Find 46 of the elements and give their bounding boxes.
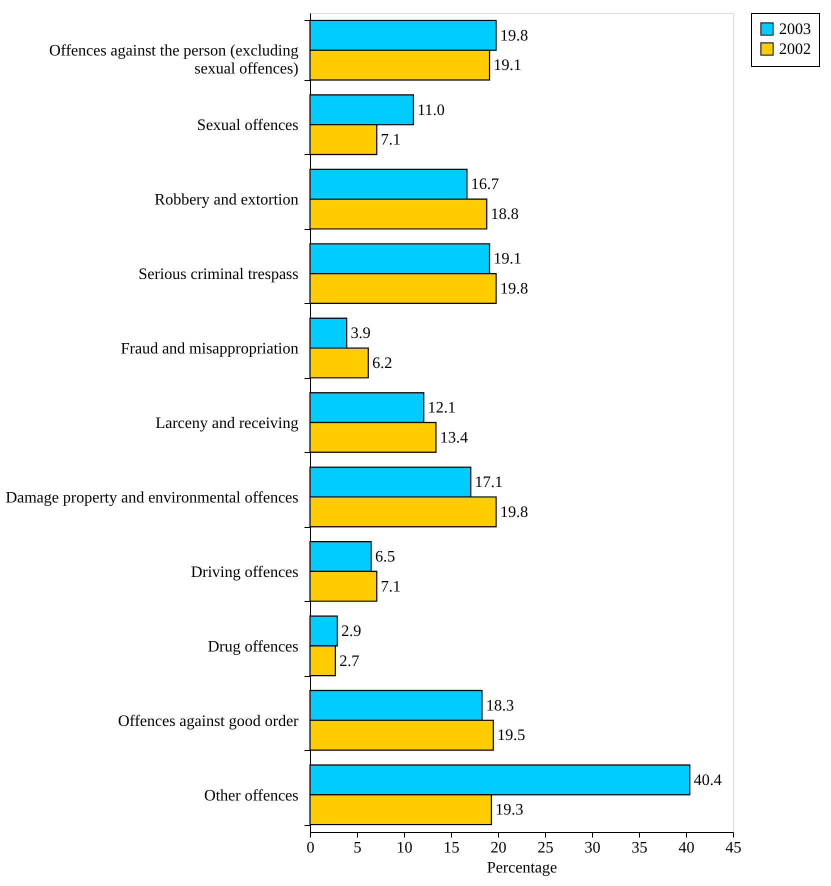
x-tick-label: 15 [444,840,460,856]
data-label: 2.7 [339,652,360,670]
y-tick-label: Sexual offences [197,117,298,134]
data-label: 18.3 [486,697,514,714]
x-tick-label: 30 [584,840,600,856]
data-label: 16.7 [470,176,499,194]
data-label: 13.4 [440,429,468,446]
y-tick-label: Other offences [204,787,298,804]
y-tick-label: Larceny and receiving [155,415,298,432]
y-tick-label: Drug offences [208,638,298,656]
data-label: 19.3 [495,802,524,819]
data-label: 18.8 [490,206,519,224]
data-label: 6.2 [372,354,392,372]
y-tick-label: Offences against the person (excluding sexual offences) [49,42,298,78]
x-tick-label: 10 [396,840,412,856]
data-label: 12.1 [428,400,456,417]
x-tick-label: 25 [538,840,554,856]
y-tick-label: Driving offences [190,564,298,581]
data-label: 3.9 [350,325,371,342]
x-tick-label: 35 [632,840,648,856]
data-label: 19.8 [500,27,528,44]
x-tick-label: 20 [490,840,506,856]
data-label: 17.1 [474,474,503,492]
y-tick-label: Fraud and misappropriation [120,340,298,358]
y-tick-label: Robbery and extortion [154,192,298,209]
data-label: 19.8 [500,504,528,521]
x-tick-label: 5 [354,840,362,856]
legend-label: 2003 [779,21,811,38]
y-tick-label: Offences against good order [118,712,300,730]
data-label: 19.5 [497,727,526,744]
x-tick-label: 0 [306,840,314,856]
x-tick-label: 40 [678,840,694,856]
data-label: 19.1 [494,57,522,74]
y-tick-label: Damage property and environmental offences [6,489,298,506]
data-label: 40.4 [694,772,722,789]
data-label: 11.0 [417,102,445,119]
data-label: 6.5 [375,548,396,566]
data-label: 7.1 [380,578,401,596]
data-label: 7.1 [380,132,401,149]
data-label: 19.8 [500,280,528,298]
x-axis-title: Percentage [486,860,558,876]
x-tick-label: 45 [726,840,742,856]
legend-label: 2002 [779,41,811,58]
data-label: 2.9 [341,622,362,640]
data-label: 19.1 [494,250,522,268]
y-tick-label: Serious criminal trespass [138,266,298,284]
